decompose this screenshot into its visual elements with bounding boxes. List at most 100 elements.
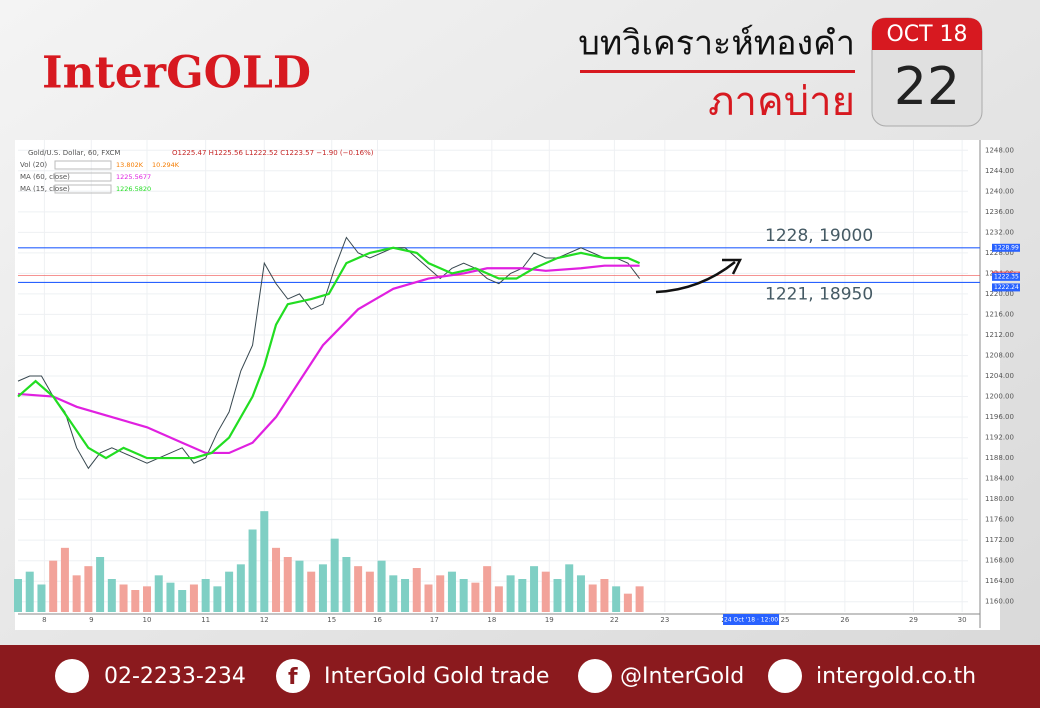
x-tick-label: 19 (545, 616, 554, 624)
y-tick-label: 1184.00 (985, 475, 1014, 483)
volume-bar (178, 590, 187, 612)
annotation: 1228, 19000 (765, 226, 873, 246)
volume-bar (623, 593, 632, 612)
volume-bar (506, 575, 515, 612)
phone-icon (55, 659, 89, 693)
time-marker-label: 24 Oct '18 · 12:00 (724, 617, 778, 624)
y-tick-label: 1168.00 (985, 557, 1014, 565)
volume-bar (96, 557, 105, 612)
x-tick-label: 11 (201, 616, 210, 624)
volume-bar (283, 557, 292, 612)
y-tick-label: 1192.00 (985, 434, 1014, 442)
legend-buttons (54, 160, 112, 170)
y-tick-label: 1248.00 (985, 146, 1014, 154)
calendar-top (872, 18, 982, 50)
x-tick-label: 17 (430, 616, 439, 624)
y-tick-label: 1172.00 (985, 536, 1014, 544)
x-tick-label: 9 (89, 616, 93, 624)
y-tick-label: 1232.00 (985, 228, 1014, 236)
volume-bar (154, 575, 163, 612)
calendar-month: OCT 18 (886, 22, 967, 47)
line-icon (578, 659, 612, 693)
volume-bar (236, 564, 245, 612)
arrow-head (722, 258, 743, 275)
x-tick-label: 22 (610, 616, 619, 624)
legend-label: MA (15, close) (20, 185, 70, 193)
volume-bar (565, 564, 574, 612)
y-tick-label: 1236.00 (985, 208, 1014, 216)
volume-bar (518, 579, 527, 612)
volume-bar (248, 529, 257, 612)
facebook-glyph: f (288, 665, 298, 690)
y-tick-label: 1200.00 (985, 393, 1014, 401)
y-tick-label: 1244.00 (985, 167, 1014, 175)
x-tick-label: 12 (260, 616, 269, 624)
x-tick-label: 26 (840, 616, 849, 624)
volume-bar (471, 582, 480, 612)
series-line (17, 236, 641, 470)
annotation: 1221, 18950 (765, 284, 873, 304)
volume-bar (342, 557, 351, 612)
time-marker-box (723, 614, 780, 625)
volume-bar (107, 579, 116, 612)
legend-value: 1226.5820 (116, 185, 151, 193)
legend-buttons (54, 184, 112, 194)
volume-bar (354, 566, 363, 612)
price-label-box (992, 243, 1020, 252)
volume-bar (377, 560, 386, 612)
footer-bar (0, 645, 1040, 708)
y-tick-label: 1180.00 (985, 495, 1014, 503)
volume-bar (600, 579, 609, 612)
chart-panel (15, 140, 1000, 630)
legend-value: 13.802K (116, 161, 144, 169)
arrow (655, 261, 736, 294)
volume-bar (201, 579, 210, 612)
price-label: 1222.35 (994, 273, 1019, 280)
legend-label: MA (60, close) (20, 173, 70, 181)
volume-bar (330, 538, 339, 612)
volume-bar (389, 575, 398, 612)
volume-bar (412, 568, 421, 612)
volume-bar (424, 584, 433, 612)
web-icon (768, 659, 802, 693)
series-line (17, 264, 640, 455)
volume-bar (494, 586, 503, 612)
volume-bar (541, 571, 550, 612)
x-tick-label: 18 (487, 616, 496, 624)
volume-bar (72, 575, 81, 612)
volume-bar (365, 571, 374, 612)
volume-bar (166, 582, 175, 612)
volume-bar (119, 584, 128, 612)
volume-bar (60, 547, 69, 612)
chart: 1160.00 1164.00 1168.00 1172.00 1176.00 1180.… (14, 140, 1020, 628)
y-tick-label: 1196.00 (985, 413, 1014, 421)
title-rule (580, 70, 855, 73)
y-tick-label: 1176.00 (985, 516, 1014, 524)
volume-bar (307, 571, 316, 612)
y-tick-label: 1212.00 (985, 331, 1014, 339)
volume-bar (436, 575, 445, 612)
volume-bar (260, 511, 269, 612)
x-tick-label: 25 (781, 616, 790, 624)
volume-bar (318, 564, 327, 612)
ohlc: O1225.47 H1225.56 L1222.52 C1223.57 −1.9… (172, 149, 374, 157)
x-tick-label: 16 (373, 616, 382, 624)
volume-bar (483, 566, 492, 612)
volume-bar (588, 584, 597, 612)
y-tick-label: 1216.00 (985, 310, 1014, 318)
y-tick-label: 1164.00 (985, 577, 1014, 585)
volume-bar (612, 586, 621, 612)
x-tick-label: 30 (958, 616, 967, 624)
legend-value: 10.294K (152, 161, 180, 169)
brand: InterGOLD (42, 48, 311, 99)
price-label: 1228.99 (994, 244, 1019, 251)
facebook-icon (276, 659, 310, 693)
legend-value: 1225.5677 (116, 173, 151, 181)
y-tick-label: 1220.00 (985, 290, 1014, 298)
y-tick-label: 1160.00 (985, 598, 1014, 606)
y-tick-label: 1228.00 (985, 249, 1014, 257)
x-tick-label: 8 (42, 616, 46, 624)
volume-bar (401, 579, 410, 612)
legend-buttons (54, 172, 112, 182)
